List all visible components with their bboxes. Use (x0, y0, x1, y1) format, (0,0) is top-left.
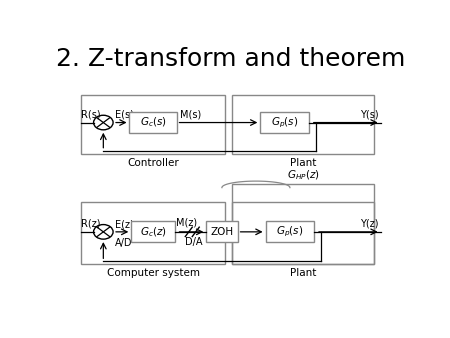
Text: Y(z): Y(z) (360, 219, 379, 229)
Bar (130, 112, 176, 133)
Text: Computer system: Computer system (107, 268, 199, 278)
Text: $G_p(s)$: $G_p(s)$ (276, 225, 304, 239)
Text: $G_c(s)$: $G_c(s)$ (140, 116, 166, 129)
Bar (232, 202, 374, 264)
Text: E(z): E(z) (115, 219, 134, 229)
Bar (260, 112, 309, 133)
Text: A/D: A/D (115, 238, 132, 248)
Text: E(s): E(s) (115, 110, 134, 119)
Bar (131, 221, 175, 242)
Text: ZOH: ZOH (210, 227, 234, 237)
Text: D/A: D/A (185, 237, 203, 247)
Text: Y(s): Y(s) (360, 110, 379, 119)
Bar (232, 95, 374, 154)
Bar (81, 202, 225, 264)
Text: M(s): M(s) (180, 110, 201, 119)
Text: $G_{HP}(z)$: $G_{HP}(z)$ (287, 169, 319, 183)
Text: $G_c(z)$: $G_c(z)$ (140, 225, 166, 239)
Text: Plant: Plant (290, 268, 316, 278)
Text: 2. Z-transform and theorem: 2. Z-transform and theorem (56, 47, 405, 71)
Text: Plant: Plant (290, 158, 316, 168)
Text: R(s): R(s) (81, 110, 100, 119)
Text: Controller: Controller (127, 158, 179, 168)
Bar (206, 221, 238, 242)
Text: M(z): M(z) (176, 217, 198, 227)
Bar (81, 95, 225, 154)
Bar (266, 221, 314, 242)
Bar (232, 184, 374, 264)
Text: $G_p(s)$: $G_p(s)$ (271, 115, 298, 130)
Text: R(z): R(z) (81, 219, 100, 229)
